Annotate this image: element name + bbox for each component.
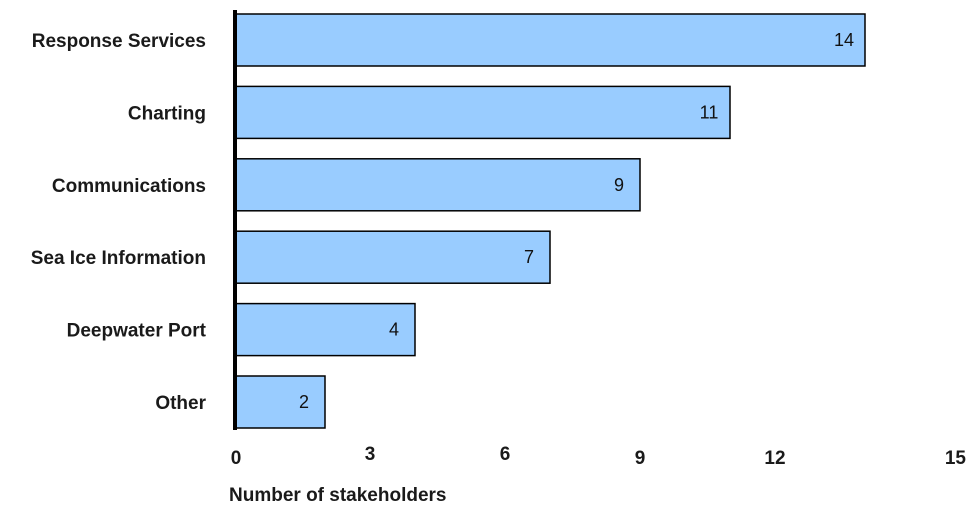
category-label-other: Other xyxy=(155,393,206,414)
value-label-other: 2 xyxy=(299,392,309,412)
value-label-sea-ice-information: 7 xyxy=(524,247,534,267)
bar-communications xyxy=(234,158,641,212)
x-tick-label-0: 0 xyxy=(231,448,242,469)
bar-deepwater-port xyxy=(234,302,416,357)
value-label-response-services: 14 xyxy=(834,30,854,50)
x-tick-label-6: 6 xyxy=(500,444,511,465)
bar-response-services xyxy=(234,13,866,67)
x-tick-label-3: 3 xyxy=(365,444,376,465)
x-tick-label-15: 15 xyxy=(945,448,967,469)
value-label-deepwater-port: 4 xyxy=(389,320,399,340)
value-label-communications: 9 xyxy=(614,175,624,195)
category-label-charting: Charting xyxy=(128,103,206,124)
bar-other xyxy=(234,375,326,429)
value-labels-group: 14 11 9 7 4 2 xyxy=(299,30,854,412)
bars-group xyxy=(234,13,866,429)
x-tick-label-12: 12 xyxy=(764,448,785,469)
x-tick-label-9: 9 xyxy=(635,448,646,469)
x-axis-title: Number of stakeholders xyxy=(229,485,447,506)
value-label-charting: 11 xyxy=(700,102,719,122)
category-labels-group: Response Services Charting Communications S… xyxy=(31,31,207,414)
category-label-communications: Communications xyxy=(52,176,206,197)
bar-sea-ice-information xyxy=(234,230,551,284)
category-label-sea-ice-information: Sea Ice Information xyxy=(31,248,206,269)
category-label-response-services: Response Services xyxy=(32,31,206,52)
x-tick-labels-group: 0 3 6 9 12 15 xyxy=(231,444,967,469)
category-label-deepwater-port: Deepwater Port xyxy=(67,321,207,342)
bar-charting xyxy=(234,85,731,140)
